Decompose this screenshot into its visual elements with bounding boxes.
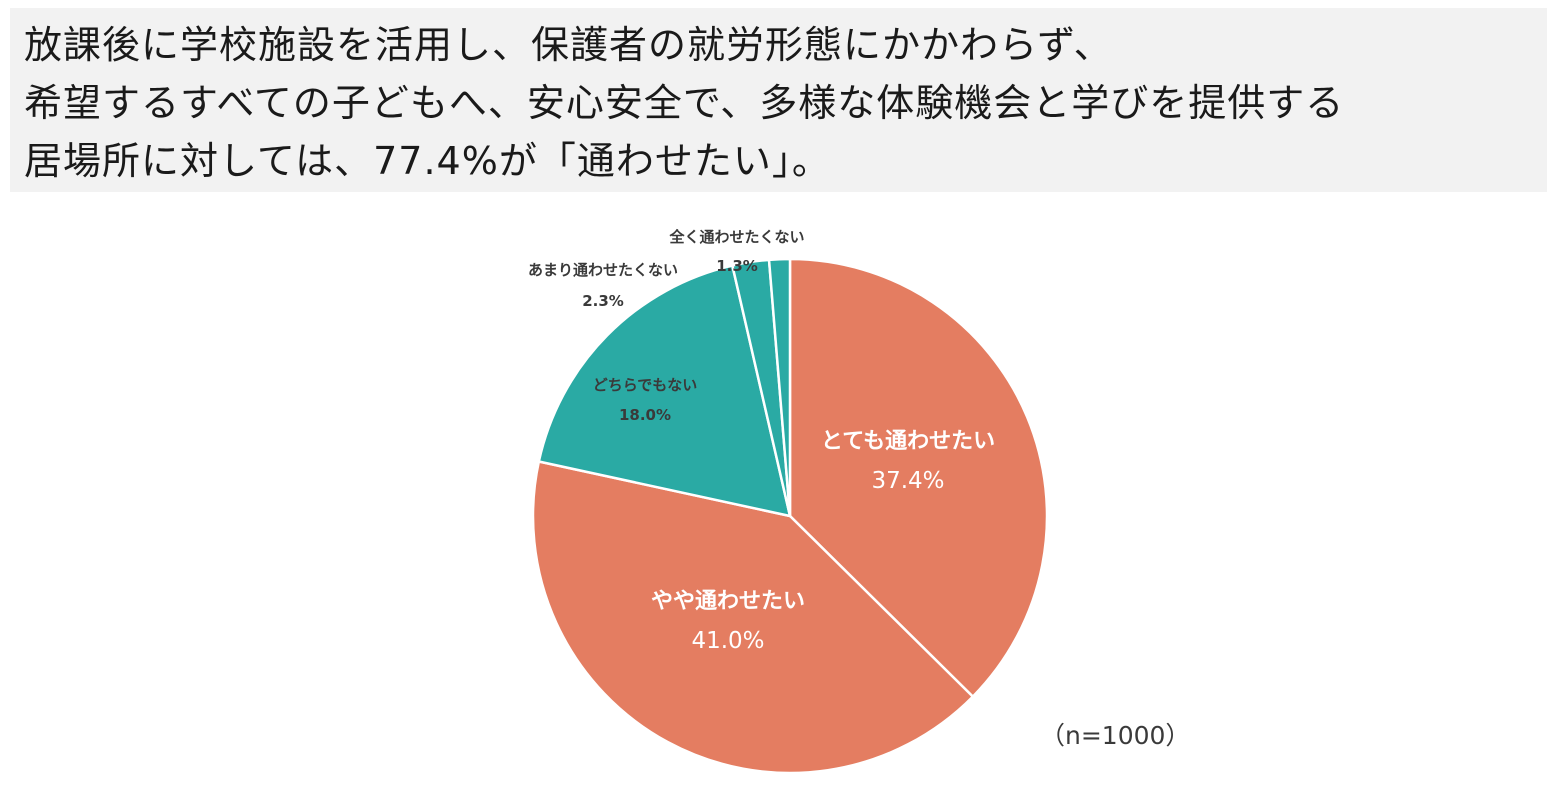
pie-slice-3 <box>537 264 792 518</box>
slice-category-label-3: どちらでもない <box>593 376 698 394</box>
pie-slice-2 <box>531 460 975 775</box>
slice-category-label-5: 全く通わせたくない <box>668 228 804 246</box>
headline-line-2: 希望するすべての子どもへ、安心安全で、多様な体験機会と学びを提供する <box>24 81 1345 125</box>
pie-slice-5 <box>767 257 792 518</box>
slice-category-label-2: やや通わせたい <box>651 589 805 614</box>
slice-value-label-5: 1.3% <box>716 257 758 275</box>
slice-value-label-1: 37.4% <box>871 468 944 494</box>
headline-box: 放課後に学校施設を活用し、保護者の就労形態にかかわらず、 希望するすべての子ども… <box>10 8 1547 192</box>
headline-line-1: 放課後に学校施設を活用し、保護者の就労形態にかかわらず、 <box>24 23 1113 67</box>
slice-value-label-2: 41.0% <box>691 628 764 654</box>
pie-slice-1 <box>788 257 1049 698</box>
slice-category-label-1: とても通わせたい <box>821 429 995 454</box>
slice-category-label-4: あまり通わせたくない <box>528 261 678 279</box>
slice-value-label-3: 18.0% <box>619 406 671 424</box>
headline-line-3: 居場所に対しては、77.4%が「通わせたい」。 <box>24 139 831 183</box>
sample-size-note: （n=1000） <box>1040 721 1191 750</box>
slice-value-label-4: 2.3% <box>582 292 624 310</box>
